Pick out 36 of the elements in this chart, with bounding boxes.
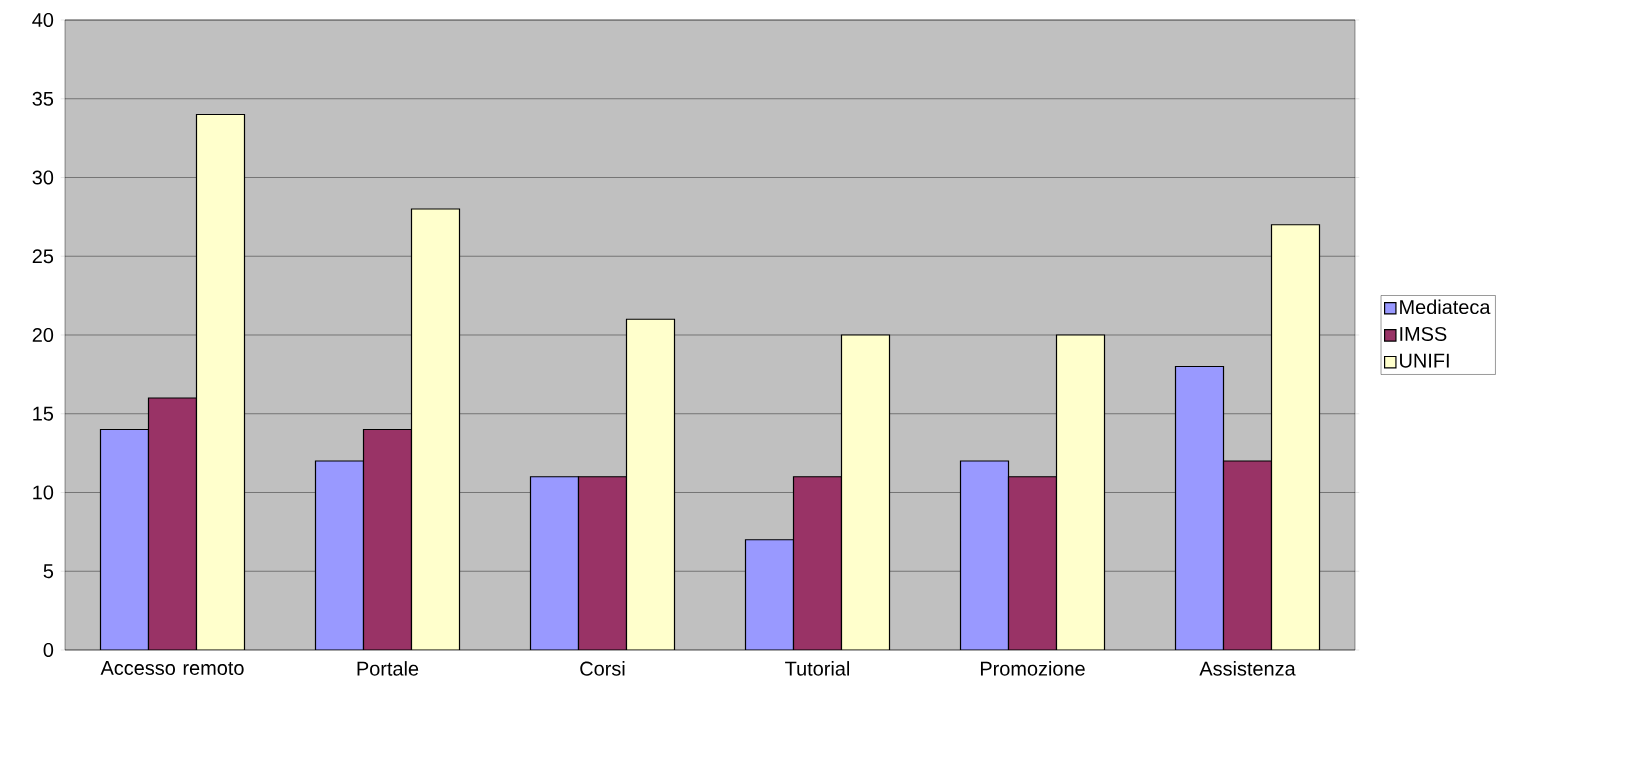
x-tick-label: Tutorial <box>785 661 850 676</box>
x-tick-label: Accesso remoto <box>100 661 244 675</box>
bar <box>1270 224 1321 650</box>
y-tick-label: 15 <box>33 406 54 421</box>
legend-label: Mediateca <box>1400 299 1491 315</box>
bar <box>529 476 580 650</box>
y-tick-label: 35 <box>32 91 54 106</box>
bar <box>410 208 461 650</box>
y-tick-label: 0 <box>43 642 54 658</box>
bar <box>147 397 198 650</box>
bar <box>1007 476 1058 650</box>
bar <box>625 318 676 650</box>
x-tick-label: Assistenza <box>1199 661 1296 676</box>
x-tick-label: Portale <box>357 661 419 676</box>
y-tick-label: 30 <box>32 170 54 185</box>
bar <box>841 335 890 650</box>
bar <box>362 428 413 650</box>
bar <box>745 539 794 650</box>
y-tick-label: 25 <box>32 249 54 264</box>
x-tick-label: Corsi <box>580 661 625 676</box>
legend-label: UNIFI <box>1400 353 1449 368</box>
bar <box>314 460 365 650</box>
bar <box>1222 460 1273 650</box>
bar <box>577 476 628 650</box>
legend-label: IMSS <box>1400 326 1447 342</box>
bar <box>1055 334 1106 650</box>
y-tick-label: 10 <box>33 485 54 500</box>
y-tick-label: 20 <box>32 327 54 343</box>
bar <box>959 460 1010 650</box>
bar <box>1174 365 1225 650</box>
y-tick-label: 40 <box>32 12 54 28</box>
x-tick-label: Promozione <box>980 661 1085 676</box>
y-tick-label: 5 <box>43 564 54 579</box>
bar <box>793 476 842 650</box>
bar <box>195 113 246 650</box>
bar <box>99 428 150 650</box>
